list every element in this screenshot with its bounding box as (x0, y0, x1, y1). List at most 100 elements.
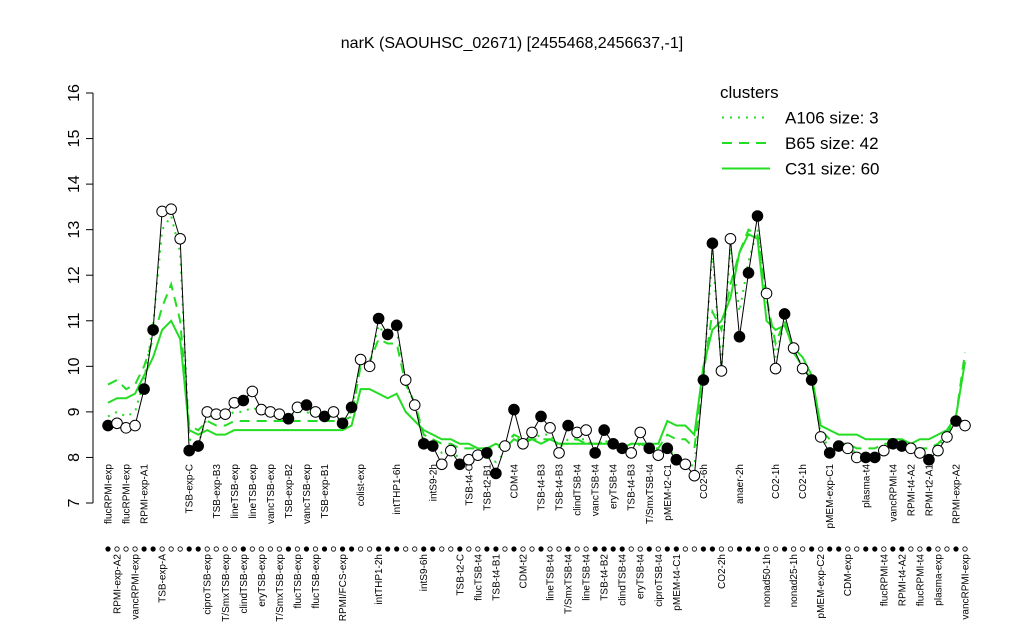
sample-dot (159, 546, 165, 552)
sample-dot (204, 546, 210, 552)
sample-dot (339, 546, 346, 552)
data-point (941, 431, 953, 443)
data-point (616, 442, 629, 455)
x-tick-label: pMEM-t4-C1 (672, 554, 683, 611)
x-tick-label: flucRPMI-exp (104, 464, 115, 524)
data-point (868, 451, 881, 464)
x-tick-label: TSB-t2-B1 (482, 464, 493, 511)
y-tick-label: 9 (66, 407, 83, 416)
sample-dot (168, 546, 174, 552)
y-tick-label: 12 (66, 266, 83, 284)
x-tick-label: CDM-t2 (518, 554, 529, 589)
sample-dot (177, 546, 183, 552)
x-tick-label: intS9-6h (419, 554, 430, 591)
data-point (959, 419, 971, 432)
data-point (354, 353, 367, 366)
data-point (760, 287, 773, 300)
data-point (643, 442, 656, 455)
x-tick-label: CDM-exp (843, 554, 854, 597)
sample-dot (790, 546, 797, 552)
data-point (526, 426, 538, 439)
sample-dot (285, 546, 292, 552)
data-point (878, 444, 890, 457)
data-point (787, 342, 800, 354)
data-point (508, 403, 520, 416)
x-tick-label: eryTSB-t4 (636, 554, 647, 599)
legend-label: A106 size: 3 (785, 109, 879, 128)
sample-dot (637, 546, 643, 552)
sample-dot (258, 546, 264, 552)
x-tick-label: T/SmxTSB-t4 (645, 464, 656, 524)
x-tick-label: RPMI-t4-A2 (906, 464, 917, 517)
x-tick-label: TSB-t2-C (455, 554, 466, 596)
data-point (381, 328, 394, 341)
x-tick-label: T/SmxTSB-t4 (564, 554, 575, 614)
x-tick-label: flucTSB-exp (293, 554, 304, 609)
data-point (454, 458, 466, 471)
sample-dot (754, 546, 761, 552)
sample-dot (944, 546, 950, 552)
x-tick-label: vancTSB-exp (302, 464, 313, 524)
data-point (345, 401, 358, 414)
data-point (372, 312, 385, 325)
sample-dot (141, 546, 147, 552)
sample-dot (845, 546, 851, 552)
x-tick-label: flucRPMI-t4 (879, 554, 890, 607)
x-tick-label: flucRPMI-exp (122, 464, 133, 524)
data-point (932, 444, 944, 457)
x-tick-label: TSB-t4-B3 (627, 464, 638, 511)
data-point (724, 232, 737, 245)
data-point (634, 426, 647, 439)
data-point (652, 449, 665, 461)
data-point (481, 447, 493, 459)
sample-dot (709, 546, 716, 552)
sample-dot (132, 546, 138, 552)
x-tick-label: clindTSB-t4 (573, 464, 584, 516)
x-tick-label: nonad25-1h (789, 554, 800, 607)
x-tick-label: RPMI-exp-A2 (951, 464, 962, 524)
data-point (309, 406, 322, 418)
data-point (408, 399, 421, 411)
data-point (399, 374, 412, 386)
sample-dot (430, 546, 436, 552)
x-tick-label: TSB-t4-B2 (600, 554, 611, 601)
x-tick-label: flucRPMI-t4 (915, 554, 926, 607)
sample-dot (520, 546, 526, 552)
data-point (183, 444, 195, 457)
sample-dot (412, 546, 418, 552)
sample-dot (781, 546, 788, 552)
x-tick-label: pMEM-exp-C1 (825, 464, 836, 529)
data-point (580, 424, 592, 436)
x-tick-label: RPMI-t2-A1 (924, 464, 935, 517)
x-tick-label: nonad50-1h (762, 554, 773, 607)
sample-dot (610, 546, 616, 552)
data-point (499, 440, 511, 452)
data-point (679, 458, 692, 471)
sample-dot (745, 546, 752, 552)
x-tick-label: intTHP1-2h (374, 554, 385, 605)
sample-dot (619, 546, 625, 552)
x-tick-label: TSB-exp-B2 (284, 464, 295, 519)
sample-dot (195, 546, 201, 552)
data-point (435, 458, 448, 471)
x-tick-label: CO2-1h (798, 464, 809, 499)
x-tick-label: CO2-2h (717, 554, 728, 589)
sample-dot (718, 546, 725, 552)
data-point (914, 447, 926, 459)
sample-dot (809, 546, 815, 552)
sample-dot (673, 546, 679, 552)
data-point (300, 399, 313, 411)
data-point (553, 447, 565, 459)
data-point (237, 394, 250, 407)
data-point (517, 437, 529, 450)
sample-dot (439, 546, 445, 552)
sample-dot (556, 546, 562, 552)
x-tick-label: colist-exp (356, 464, 367, 507)
x-tick-label: plasma-exp (933, 554, 944, 606)
data-point (688, 469, 701, 482)
sample-dot (691, 546, 697, 552)
x-tick-label: ciproTSB-exp (203, 554, 214, 615)
data-point (823, 447, 836, 459)
data-point (174, 232, 186, 245)
sample-dot (538, 546, 544, 552)
